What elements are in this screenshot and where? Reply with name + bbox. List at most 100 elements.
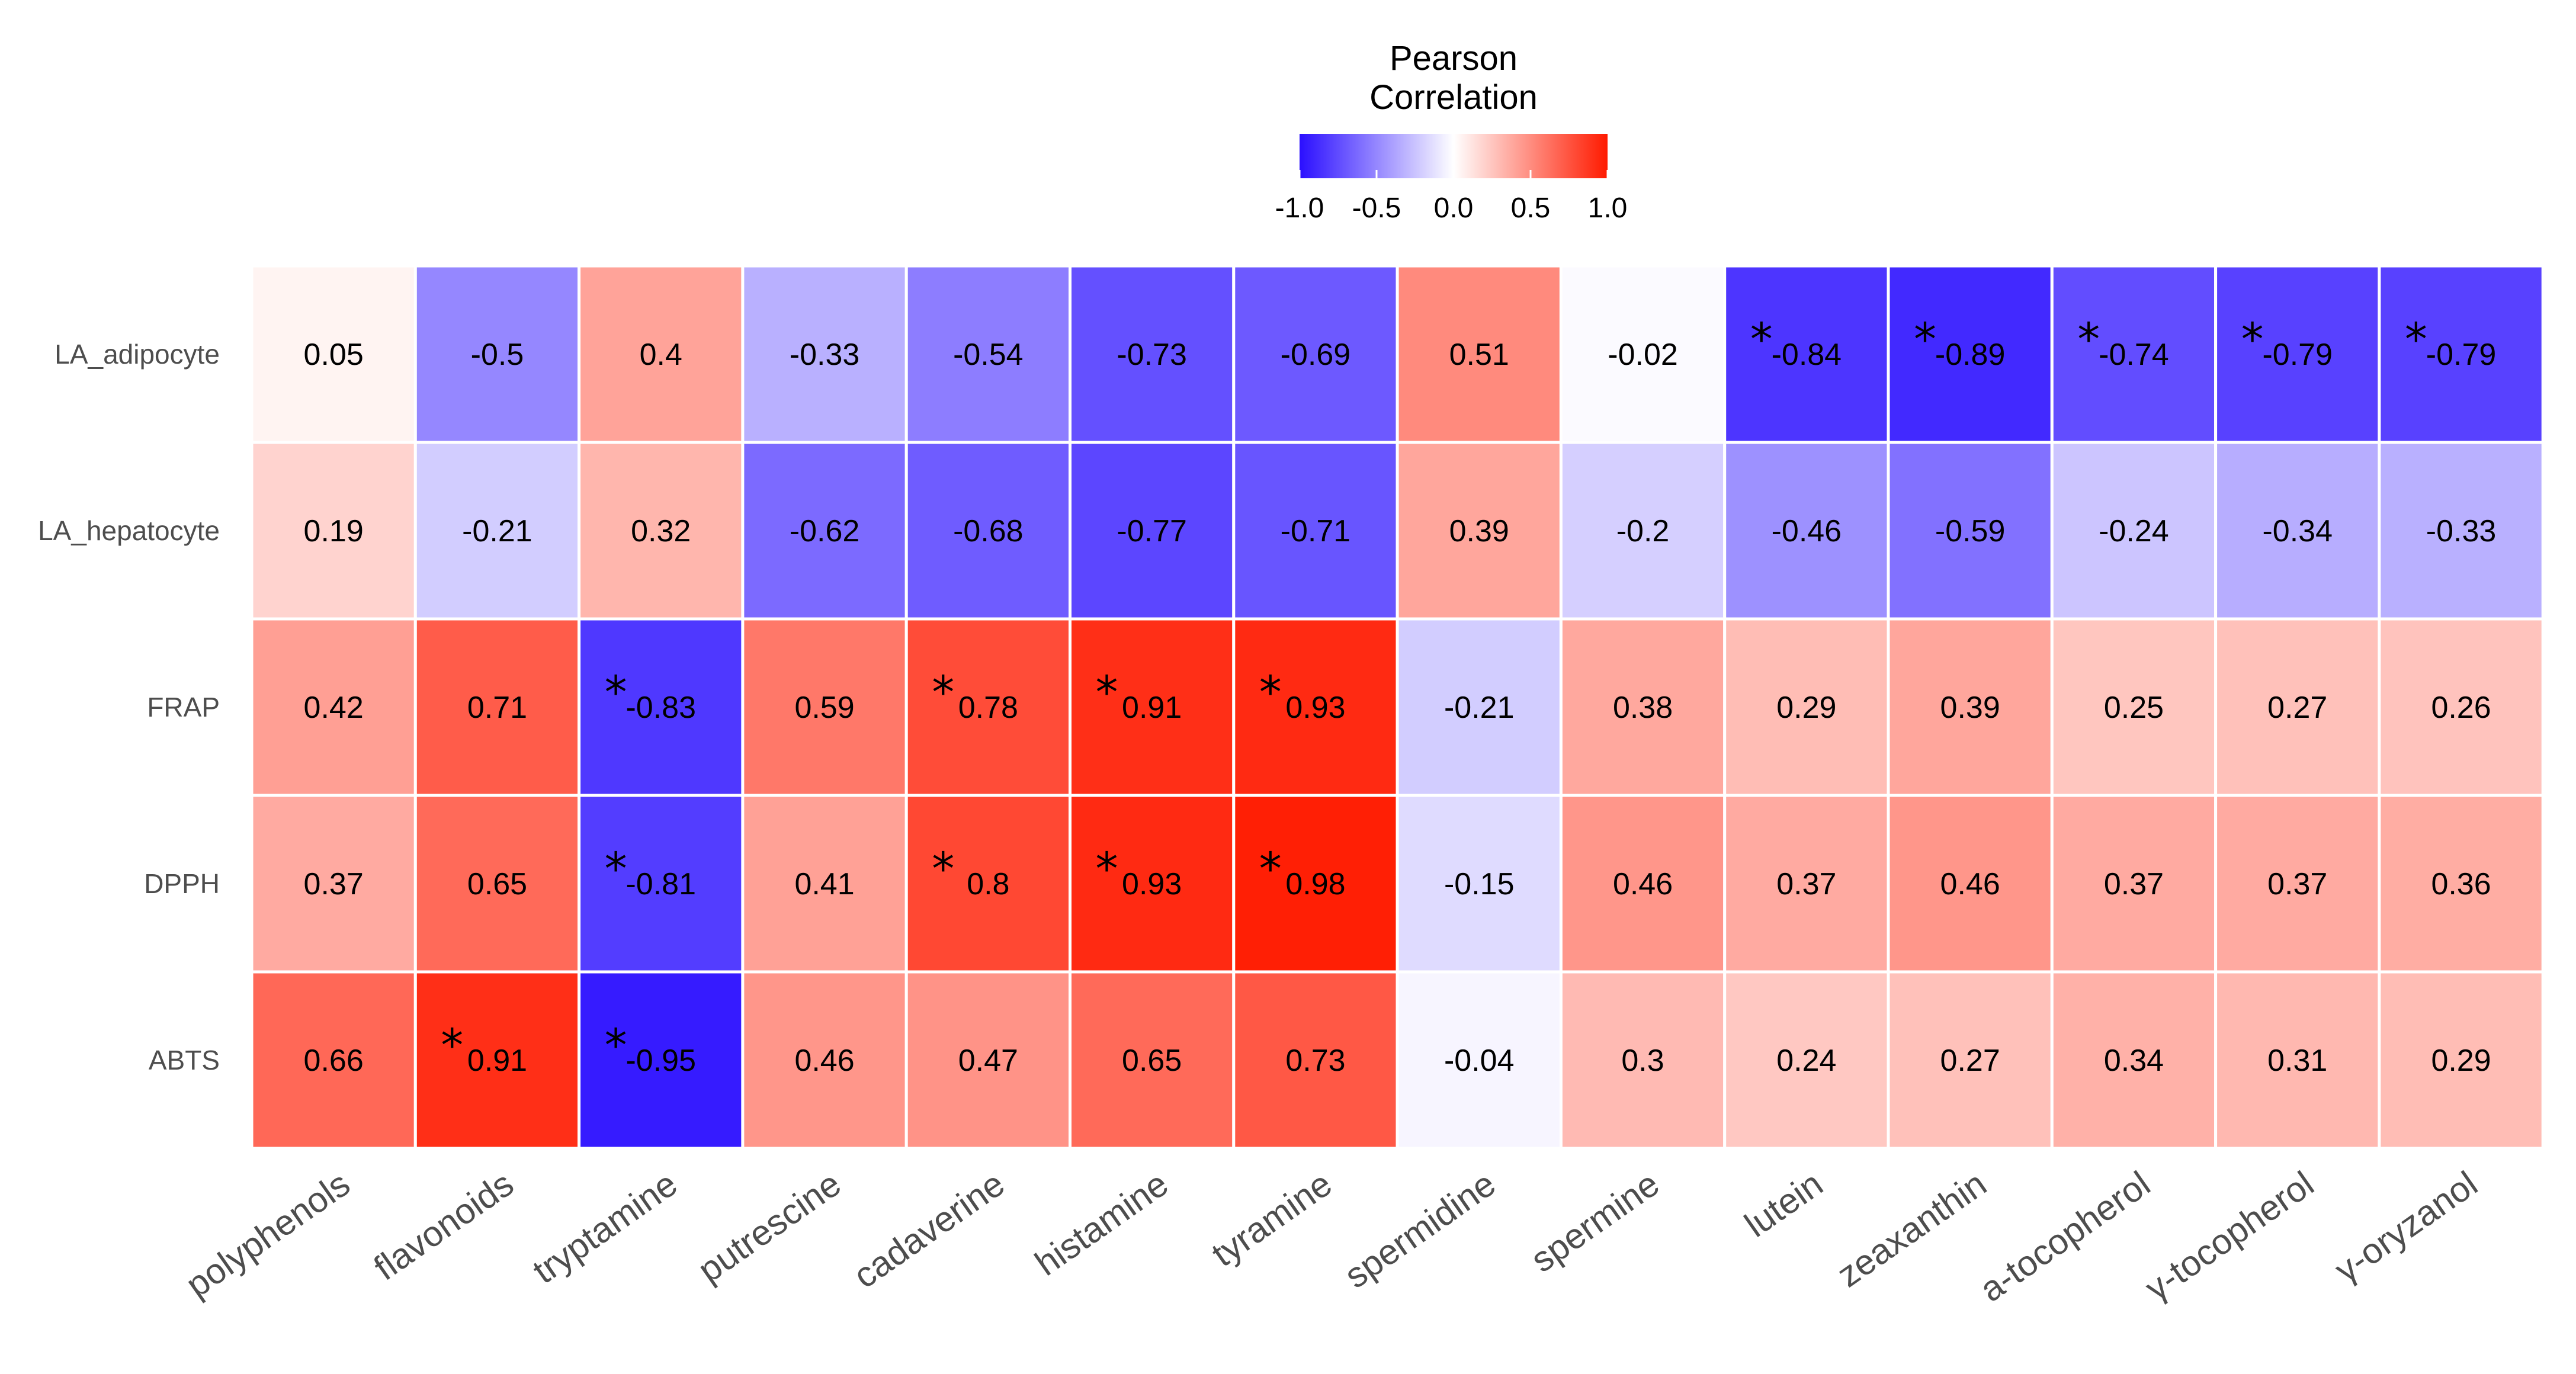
column-label-tocopherol: γ-tocopherol <box>2138 1164 2321 1308</box>
heatmap-cell-dpph-oryzanol <box>2378 794 2545 974</box>
cell-value-label: -0.46 <box>1772 514 1842 548</box>
heatmap-cell-la-adipocyte-lutein <box>1723 264 1890 444</box>
cell-value-label: 0.91 <box>1122 691 1182 725</box>
heatmap-cell-la-hepatocyte-tocopherol <box>2214 441 2381 621</box>
cell-value-label: -0.5 <box>471 338 524 372</box>
cell-value-label: 0.27 <box>1940 1044 2000 1078</box>
cell-value-label: 0.37 <box>304 867 364 901</box>
color-legend: Pearson Correlation -1.0 -0.5 0.0 0.5 1.0 <box>1275 39 1628 224</box>
heatmap-cell-la-hepatocyte-zeaxanthin <box>1887 441 2054 621</box>
heatmap-cell-la-adipocyte-histamine <box>1069 264 1236 444</box>
cell-value-label: 0.46 <box>794 1044 854 1078</box>
cell-value-label: 0.29 <box>1776 691 1836 725</box>
cell-value-label: 0.47 <box>958 1044 1018 1078</box>
heatmap-cell-la-hepatocyte-oryzanol <box>2378 441 2545 621</box>
cell-value-label: -0.04 <box>1444 1044 1515 1078</box>
column-label-tyramine: tyramine <box>1205 1164 1339 1275</box>
legend-tick-label: -1.0 <box>1275 192 1324 224</box>
heatmap-cell-dpph-tocopherol <box>2214 794 2381 974</box>
cell-value-label: 0.93 <box>1122 867 1182 901</box>
cell-value-label: -0.89 <box>1935 338 2006 372</box>
cell-value-label: 0.37 <box>1776 867 1836 901</box>
heatmap-cell-dpph-lutein <box>1723 794 1890 974</box>
legend-title-line-2: Correlation <box>1369 78 1538 117</box>
heatmap-cell-la-adipocyte-cadaverine <box>904 264 1072 444</box>
column-label-flavonoids: flavonoids <box>367 1164 521 1288</box>
cell-value-label: 0.66 <box>304 1044 364 1078</box>
heatmap-cell-la-adipocyte-tocopherol <box>2214 264 2381 444</box>
heatmap-cell-dpph-histamine <box>1069 794 1236 974</box>
significance-star: * <box>605 666 627 718</box>
significance-star: * <box>441 1019 463 1071</box>
significance-star: * <box>1750 313 1773 365</box>
heatmap-cell-la-hepatocyte-flavonoids <box>413 441 581 621</box>
cell-value-label: -0.34 <box>2262 514 2333 548</box>
significance-star: * <box>1096 666 1118 718</box>
column-label-cadaverine: cadaverine <box>846 1164 1012 1296</box>
heatmap-cell-la-hepatocyte-polyphenols <box>250 441 417 621</box>
heatmap-cell-abts-oryzanol <box>2378 970 2545 1150</box>
cell-value-label: -0.95 <box>625 1044 696 1078</box>
cell-value-label: -0.02 <box>1608 338 1678 372</box>
heatmap-cell-dpph-putrescine <box>741 794 908 974</box>
significance-star: * <box>2405 313 2427 365</box>
legend-tick-label: 0.0 <box>1434 192 1474 224</box>
column-label-spermidine: spermidine <box>1337 1164 1503 1296</box>
cell-value-label: -0.73 <box>1117 338 1187 372</box>
column-label-histamine: histamine <box>1028 1164 1175 1283</box>
legend-title-line-1: Pearson <box>1390 39 1518 78</box>
heatmap-cell-frap-tyramine <box>1232 617 1399 797</box>
cell-value-label: 0.42 <box>304 691 364 725</box>
cell-value-label: 0.65 <box>467 867 527 901</box>
cell-value-label: 0.32 <box>631 514 691 548</box>
cell-value-label: 0.98 <box>1285 867 1345 901</box>
significance-star: * <box>1914 313 1936 365</box>
significance-star: * <box>1096 842 1118 895</box>
cell-value-label: 0.27 <box>2267 691 2327 725</box>
column-label-spermine: spermine <box>1523 1164 1666 1280</box>
cell-value-label: -0.24 <box>2099 514 2169 548</box>
cell-value-label: -0.54 <box>953 338 1024 372</box>
cell-value-label: -0.15 <box>1444 867 1515 901</box>
cell-value-label: -0.79 <box>2426 338 2497 372</box>
cell-value-label: 0.39 <box>1449 514 1509 548</box>
heatmap-cell-abts-zeaxanthin <box>1887 970 2054 1150</box>
cell-value-label: -0.21 <box>462 514 532 548</box>
heatmap-cell-frap-tocopherol <box>2214 617 2381 797</box>
cell-value-label: -0.71 <box>1281 514 1351 548</box>
cell-value-label: 0.71 <box>467 691 527 725</box>
heatmap-cell-la-adipocyte-a-tocopherol <box>2050 264 2218 444</box>
significance-star: * <box>932 666 954 718</box>
cell-value-label: 0.29 <box>2431 1044 2491 1078</box>
significance-star: * <box>1259 842 1282 895</box>
column-labels: polyphenols flavonoids tryptamine putrescin… <box>179 1164 2485 1309</box>
legend-tick-label: 0.5 <box>1511 192 1551 224</box>
cell-value-label: 0.34 <box>2104 1044 2164 1078</box>
heatmap-cell-la-adipocyte-tryptamine <box>578 264 745 444</box>
cell-value-label: 0.36 <box>2431 867 2491 901</box>
cell-value-label: -0.62 <box>790 514 860 548</box>
cell-value-label: 0.65 <box>1122 1044 1182 1078</box>
heatmap-cells: 0.05 -0.5 0.4 -0.33 -0.54 -0.73 -0.69 0.51 -0.02… <box>250 264 2545 1150</box>
heatmap-cell-la-adipocyte-putrescine <box>741 264 908 444</box>
heatmap-cell-abts-polyphenols <box>250 970 417 1150</box>
cell-value-label: 0.73 <box>1285 1044 1345 1078</box>
cell-value-label: -0.81 <box>625 867 696 901</box>
cell-value-label: -0.33 <box>2426 514 2497 548</box>
cell-value-label: 0.93 <box>1285 691 1345 725</box>
heatmap-cell-frap-flavonoids <box>413 617 581 797</box>
cell-value-label: 0.31 <box>2267 1044 2327 1078</box>
cell-value-label: -0.68 <box>953 514 1024 548</box>
heatmap-cell-dpph-spermine <box>1559 794 1727 974</box>
cell-value-label: 0.37 <box>2104 867 2164 901</box>
cell-value-label: 0.37 <box>2267 867 2327 901</box>
cell-value-label: -0.59 <box>1935 514 2006 548</box>
column-label-a-tocopherol: a-tocopherol <box>1972 1164 2157 1309</box>
cell-value-label: -0.84 <box>1772 338 1842 372</box>
cell-value-label: 0.59 <box>794 691 854 725</box>
heatmap-cell-abts-cadaverine <box>904 970 1072 1150</box>
cell-value-label: 0.91 <box>467 1044 527 1078</box>
row-label-abts: ABTS <box>149 1045 220 1076</box>
